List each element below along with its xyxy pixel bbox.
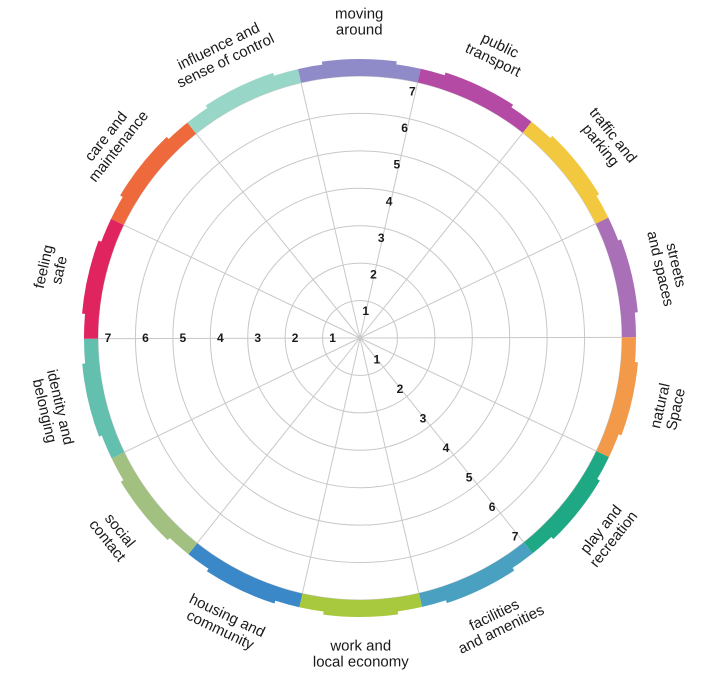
- segment-band: [111, 452, 198, 555]
- tick-lower-4: 4: [443, 441, 450, 455]
- segment-color-bands: [82, 59, 638, 617]
- segment-band: [187, 69, 302, 134]
- segment-label-line: around: [336, 21, 383, 38]
- segment-band: [418, 542, 533, 607]
- segment-spoke: [359, 336, 623, 339]
- segment-spoke: [359, 82, 419, 339]
- segment-spoke: [359, 337, 597, 452]
- segment-label-line: moving: [335, 5, 383, 22]
- tick-lower-6: 6: [489, 500, 496, 514]
- segment-band: [522, 121, 609, 224]
- tick-lower-3: 3: [420, 412, 427, 426]
- tick-lower-7: 7: [512, 530, 519, 544]
- tick-upper-2: 2: [370, 268, 377, 282]
- scale-ring-6: [134, 112, 586, 564]
- tick-upper-5: 5: [393, 158, 400, 172]
- segment-spoke: [301, 337, 361, 594]
- segment-spoke: [97, 337, 361, 340]
- segment-band: [82, 218, 124, 339]
- tick-left-7: 7: [105, 331, 112, 345]
- tick-upper-7: 7: [409, 85, 416, 99]
- tick-lower-1: 1: [374, 353, 381, 367]
- segment-label-line: local economy: [313, 653, 409, 670]
- segment-band: [596, 337, 638, 458]
- segment-spokes: [97, 82, 623, 594]
- tick-lower-5: 5: [466, 471, 473, 485]
- segment-spoke: [195, 133, 361, 339]
- segment-label-line: safe: [48, 255, 71, 286]
- tick-left-3: 3: [254, 331, 261, 345]
- tick-upper-3: 3: [378, 231, 385, 245]
- tick-left-4: 4: [217, 331, 224, 345]
- segment-band: [523, 451, 609, 554]
- tick-left-5: 5: [180, 331, 187, 345]
- tick-upper-1: 1: [362, 304, 369, 318]
- scale-tick-labels: 1 2 3 4 5 6 7 1 2 3 4 5 6 7 1 2 3 4 5 6 7: [105, 85, 519, 544]
- segment-band: [417, 68, 532, 133]
- tick-left-1: 1: [329, 331, 336, 345]
- segment-band: [595, 217, 638, 338]
- segment-spoke: [124, 337, 361, 453]
- segment-spoke: [300, 82, 361, 339]
- segment-band: [82, 338, 125, 459]
- segment-spoke: [359, 223, 596, 339]
- segment-spoke: [196, 337, 361, 544]
- tick-upper-6: 6: [401, 121, 408, 135]
- segment-band: [299, 593, 423, 617]
- segment-spoke: [359, 132, 524, 339]
- segment-spoke: [359, 337, 525, 543]
- tick-left-6: 6: [142, 331, 149, 345]
- tick-left-2: 2: [292, 331, 299, 345]
- tick-lower-2: 2: [397, 382, 404, 396]
- tick-upper-4: 4: [386, 194, 393, 208]
- segment-spoke: [359, 337, 420, 594]
- segment-band: [297, 59, 421, 83]
- segment-band: [111, 122, 197, 225]
- segment-label-line: work and: [329, 637, 391, 654]
- segment-band: [188, 543, 303, 608]
- segment-spoke: [123, 224, 361, 339]
